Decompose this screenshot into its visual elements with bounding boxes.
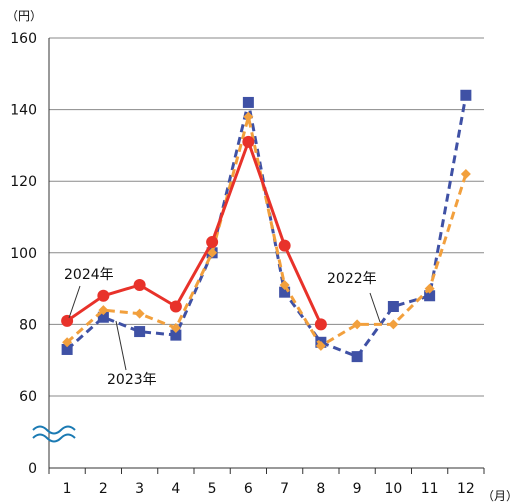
- data-point-circle: [169, 300, 182, 313]
- y-tick-label: 160: [10, 31, 37, 47]
- data-point-diamond: [243, 111, 254, 122]
- data-point-diamond: [424, 283, 435, 294]
- data-point-square: [242, 96, 254, 108]
- y-axis-unit: （円）: [6, 9, 42, 23]
- data-point-square: [279, 286, 291, 298]
- data-point-diamond: [98, 305, 109, 316]
- data-point-circle: [97, 289, 110, 302]
- series-group: [61, 89, 472, 363]
- data-point-circle: [242, 135, 255, 148]
- axes: [32, 38, 485, 474]
- data-point-diamond: [460, 169, 471, 180]
- x-tick-label: 3: [135, 481, 144, 497]
- series-line: [66, 140, 323, 326]
- x-tick-label: 9: [353, 481, 362, 497]
- data-point-diamond: [207, 247, 218, 258]
- data-point-diamond: [388, 319, 399, 330]
- y-tick-label: 140: [10, 103, 37, 119]
- data-point-diamond: [170, 322, 181, 333]
- data-point-diamond: [62, 337, 73, 348]
- data-point-square: [460, 89, 472, 101]
- y-tick-label: 0: [28, 461, 37, 477]
- x-tick-label: 10: [384, 481, 402, 497]
- leader-line: [369, 292, 381, 323]
- x-tick-label: 4: [171, 481, 180, 497]
- x-tick-label: 6: [244, 481, 253, 497]
- data-point-square: [387, 301, 399, 312]
- gridlines: [49, 37, 484, 397]
- data-point-circle: [278, 239, 291, 252]
- x-tick-label: 12: [457, 481, 475, 497]
- y-tick-label: 80: [19, 317, 37, 333]
- series-labels: 2022年 2023年 2024年: [64, 267, 381, 388]
- data-point-square: [97, 311, 109, 323]
- x-tick-label: 7: [280, 481, 289, 497]
- x-tick-label: 11: [421, 481, 439, 497]
- y-tick-label: 60: [19, 389, 37, 405]
- data-point-square: [170, 329, 182, 341]
- x-tick-label: 2: [99, 481, 108, 497]
- x-axis-unit: （月）: [482, 489, 516, 503]
- data-point-square: [424, 290, 436, 302]
- axis-break-wave: [32, 425, 76, 435]
- data-point-square: [134, 326, 146, 338]
- data-point-circle: [206, 236, 219, 249]
- data-point-circle: [133, 279, 146, 292]
- series-label: 2022年: [327, 271, 377, 287]
- data-point-diamond: [134, 308, 145, 319]
- data-point-diamond: [315, 340, 326, 351]
- data-point-circle: [61, 314, 74, 327]
- y-tick-label: 100: [10, 246, 37, 262]
- data-point-square: [351, 351, 363, 363]
- series-line: [66, 115, 468, 348]
- data-point-circle: [314, 318, 327, 331]
- series-label: 2023年: [107, 372, 157, 388]
- x-tick-label: 1: [63, 481, 72, 497]
- x-tick-label: 5: [208, 481, 217, 497]
- leader-line: [68, 285, 81, 319]
- data-point-diamond: [352, 319, 363, 330]
- x-tick-label: 8: [316, 481, 325, 497]
- leader-line: [115, 320, 127, 371]
- data-point-square: [61, 343, 73, 355]
- series-line: [66, 95, 468, 359]
- axis-break-wave: [32, 433, 76, 443]
- data-point-diamond: [279, 280, 290, 291]
- series-label: 2024年: [64, 267, 114, 283]
- y-tick-label: 120: [10, 174, 37, 190]
